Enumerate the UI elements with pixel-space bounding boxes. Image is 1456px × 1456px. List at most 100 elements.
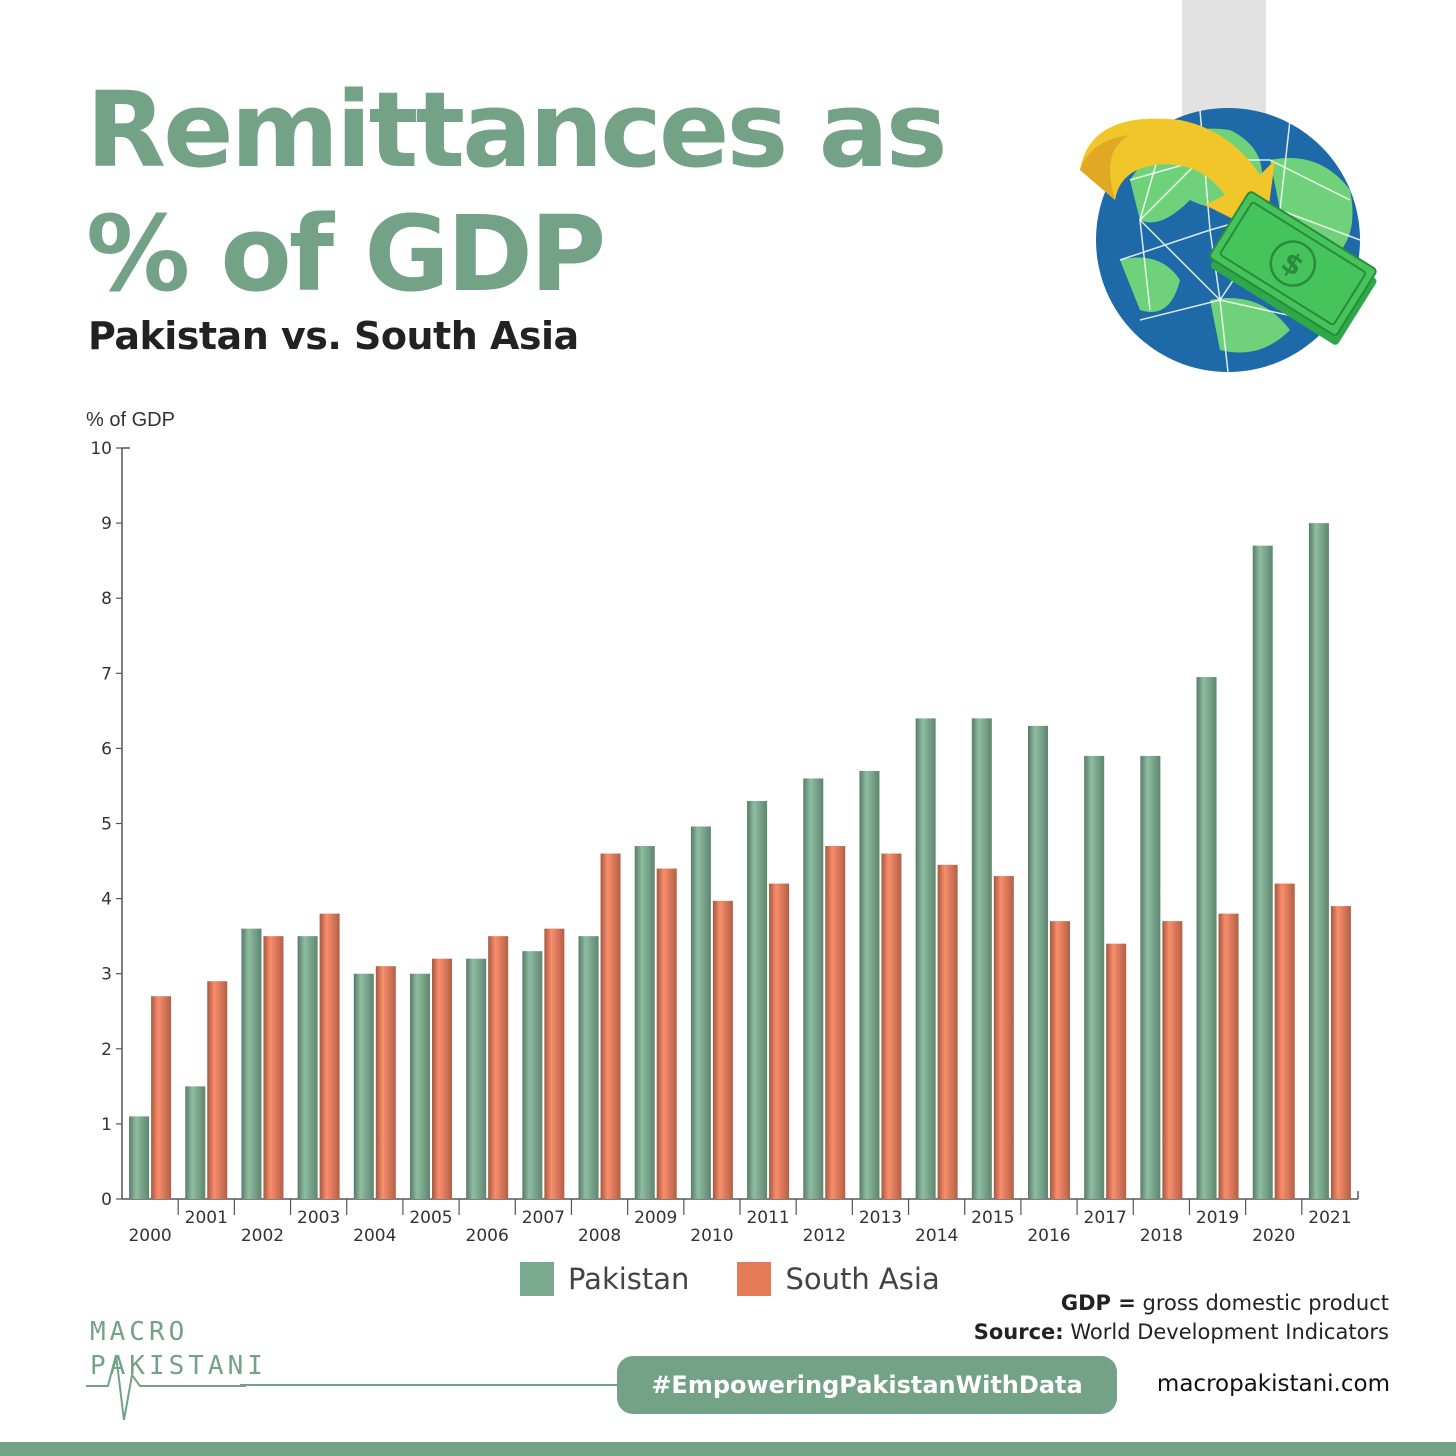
- y-tick-label: 5: [101, 815, 112, 835]
- x-tick-label: 2010: [690, 1226, 733, 1246]
- bar-pakistan: [466, 958, 487, 1199]
- y-tick-label: 2: [101, 1040, 112, 1060]
- x-tick-label: 2006: [466, 1226, 509, 1246]
- bar-pakistan: [634, 846, 655, 1199]
- y-tick-label: 1: [101, 1115, 112, 1135]
- bar-pakistan: [803, 778, 824, 1199]
- bar-south-asia: [656, 868, 677, 1199]
- x-tick-label: 2020: [1252, 1226, 1295, 1246]
- legend-swatch-pakistan: [520, 1262, 554, 1296]
- bar-south-asia: [263, 936, 284, 1199]
- x-tick-label: 2012: [803, 1226, 846, 1246]
- x-tick-label: 2008: [578, 1226, 621, 1246]
- gdp-key: GDP =: [1060, 1291, 1136, 1315]
- hashtag-badge: #EmpoweringPakistanWithData: [617, 1356, 1117, 1414]
- bar-south-asia: [1330, 906, 1351, 1199]
- footer-divider: [240, 1384, 620, 1386]
- bar-south-asia: [151, 996, 172, 1199]
- bar-south-asia: [488, 936, 509, 1199]
- bar-pakistan: [1084, 755, 1105, 1199]
- bar-south-asia: [937, 864, 958, 1199]
- chart-legend: Pakistan South Asia: [520, 1262, 940, 1296]
- bar-south-asia: [825, 846, 846, 1199]
- bar-south-asia: [375, 966, 396, 1199]
- x-tick-label: 2001: [185, 1208, 228, 1228]
- bar-pakistan: [859, 770, 880, 1199]
- globe-money-icon: $: [1060, 0, 1390, 380]
- x-tick-label: 2018: [1140, 1226, 1183, 1246]
- footnote: GDP = gross domestic product Source: Wor…: [974, 1289, 1389, 1347]
- y-tick-label: 9: [101, 514, 112, 534]
- bar-pakistan: [971, 718, 992, 1199]
- gdp-value: gross domestic product: [1142, 1291, 1389, 1315]
- x-tick-label: 2003: [297, 1208, 340, 1228]
- x-tick-label: 2015: [971, 1208, 1014, 1228]
- bar-pakistan: [1252, 545, 1273, 1199]
- bar-pakistan: [747, 800, 768, 1199]
- bar-pakistan: [578, 936, 599, 1199]
- bar-pakistan: [522, 951, 543, 1199]
- x-tick-label: 2002: [241, 1226, 284, 1246]
- source-note: Source: World Development Indicators: [974, 1318, 1389, 1347]
- y-tick-label: 4: [101, 890, 112, 910]
- bar-south-asia: [600, 853, 621, 1199]
- legend-item-pakistan: Pakistan: [520, 1262, 689, 1296]
- remittances-bar-chart: % of GDP 0 1 2 3 4 5 6 7 8 9 10 2000 2001 2002 2003 2004…: [86, 409, 1359, 1246]
- gdp-definition: GDP = gross domestic product: [974, 1289, 1389, 1318]
- bar-south-asia: [1274, 883, 1295, 1199]
- bar-south-asia: [432, 958, 452, 1199]
- x-tick-label: 2009: [634, 1208, 677, 1228]
- x-tick-label: 2000: [128, 1226, 171, 1246]
- source-value: World Development Indicators: [1070, 1320, 1389, 1344]
- bar-south-asia: [769, 883, 790, 1199]
- y-tick-label: 6: [101, 739, 112, 759]
- bar-pakistan: [129, 1116, 150, 1199]
- legend-item-south-asia: South Asia: [737, 1262, 940, 1296]
- title-line-1: Remittances as: [86, 69, 948, 191]
- x-tick-label: 2011: [746, 1208, 789, 1228]
- y-tick-label: 0: [101, 1190, 112, 1210]
- bar-south-asia: [544, 928, 565, 1199]
- logo-line-1: MACRO: [90, 1317, 189, 1347]
- bar-pakistan: [353, 973, 374, 1199]
- bar-pakistan: [1308, 523, 1329, 1199]
- bar-pakistan: [1140, 755, 1161, 1199]
- x-tick-label: 2016: [1027, 1226, 1070, 1246]
- y-tick-label: 10: [90, 439, 112, 459]
- y-tick-label: 8: [101, 589, 112, 609]
- bar-south-asia: [1050, 921, 1070, 1199]
- x-tick-label: 2017: [1084, 1208, 1127, 1228]
- y-axis-title: % of GDP: [86, 409, 175, 431]
- x-tick-label: 2013: [859, 1208, 902, 1228]
- bar-south-asia: [1106, 943, 1127, 1199]
- bar-pakistan: [915, 718, 936, 1199]
- bar-south-asia: [1218, 913, 1239, 1199]
- bar-south-asia: [993, 876, 1014, 1199]
- legend-label-pakistan: Pakistan: [568, 1262, 690, 1296]
- macro-pakistani-logo: MACRO PAKISTANI: [86, 1315, 263, 1425]
- legend-label-south-asia: South Asia: [785, 1262, 940, 1296]
- bar-south-asia: [881, 853, 902, 1199]
- bar-south-asia: [712, 900, 733, 1199]
- website-link[interactable]: macropakistani.com: [1156, 1371, 1390, 1397]
- x-tick-label: 2014: [915, 1226, 958, 1246]
- bar-pakistan: [185, 1086, 206, 1199]
- legend-swatch-south-asia: [737, 1262, 772, 1296]
- x-tick-label: 2007: [522, 1208, 565, 1228]
- bar-pakistan: [1196, 677, 1217, 1199]
- source-key: Source:: [973, 1320, 1064, 1344]
- bar-south-asia: [1162, 921, 1183, 1199]
- bar-south-asia: [207, 981, 228, 1199]
- bar-pakistan: [410, 973, 430, 1199]
- bar-pakistan: [690, 826, 711, 1199]
- x-tick-label: 2005: [409, 1208, 452, 1228]
- x-tick-label: 2021: [1308, 1208, 1351, 1228]
- page-subtitle: Pakistan vs. South Asia: [88, 314, 579, 358]
- x-tick-label: 2004: [353, 1226, 396, 1246]
- y-tick-label: 7: [101, 664, 112, 684]
- bottom-bar: [0, 1442, 1456, 1456]
- x-tick-label: 2019: [1196, 1208, 1239, 1228]
- bar-south-asia: [319, 913, 340, 1199]
- logo-pulse-icon: [86, 1354, 246, 1421]
- bar-pakistan: [241, 928, 262, 1199]
